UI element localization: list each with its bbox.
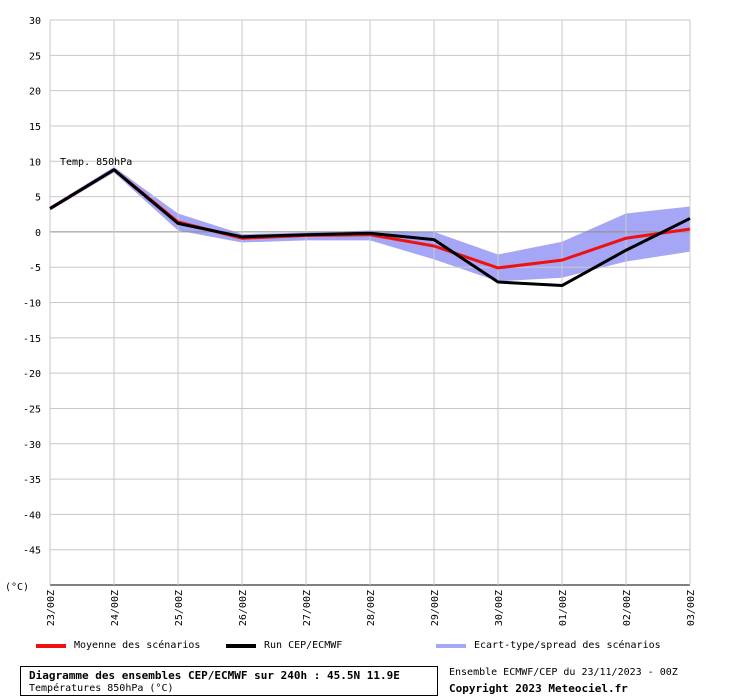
x-tick-label: 03/00Z (686, 590, 697, 626)
y-tick-label: -5 (29, 263, 41, 274)
x-tick-label: 26/00Z (238, 590, 249, 626)
footer-ensemble-date: Ensemble ECMWF/CEP du 23/11/2023 - 00Z (449, 667, 678, 678)
y-tick-label: -40 (23, 510, 41, 521)
x-tick-label: 29/00Z (430, 590, 441, 626)
x-tick-label: 01/00Z (558, 590, 569, 626)
footer-title-box: Diagramme des ensembles CEP/ECMWF sur 24… (20, 666, 438, 696)
y-tick-label: -35 (23, 475, 41, 486)
legend-label-spread: Ecart-type/spread des scénarios (474, 640, 661, 651)
legend-label-mean: Moyenne des scénarios (74, 640, 201, 651)
chart-legend: Moyenne des scénarios Run CEP/ECMWF Ecar… (0, 640, 740, 656)
legend-swatch-spread (436, 643, 466, 648)
legend-swatch-mean (36, 643, 66, 648)
spread-band (50, 166, 690, 282)
legend-item-spread: Ecart-type/spread des scénarios (436, 640, 661, 651)
y-tick-label: -45 (23, 546, 41, 557)
x-tick-label: 30/00Z (494, 590, 505, 626)
y-tick-label: 20 (29, 87, 41, 98)
y-tick-label: 10 (29, 157, 41, 168)
y-tick-label: 5 (35, 193, 41, 204)
legend-item-mean: Moyenne des scénarios (36, 640, 200, 651)
y-tick-label: 25 (29, 51, 41, 62)
footer-info: Ensemble ECMWF/CEP du 23/11/2023 - 00Z C… (449, 666, 737, 698)
footer-copyright: Copyright 2023 Meteociel.fr (449, 682, 628, 695)
y-unit-label: (°C) (5, 582, 29, 593)
y-tick-label: 15 (29, 122, 41, 133)
y-tick-label: -20 (23, 369, 41, 380)
legend-item-run: Run CEP/ECMWF (226, 640, 342, 651)
run-series-line (49, 168, 691, 288)
chart-plot: 30 25 20 15 10 5 0 -5 -10 -15 -20 -25 -30 -35 -40 -45 23… (5, 16, 697, 626)
x-tick-label: 23/00Z (46, 590, 57, 626)
y-tick-label: 0 (35, 228, 41, 239)
chart-annotation: Temp. 850hPa (60, 157, 132, 168)
x-tick-label: 24/00Z (110, 590, 121, 626)
y-tick-label: -25 (23, 404, 41, 415)
legend-label-run: Run CEP/ECMWF (264, 640, 343, 651)
x-tick-label: 27/00Z (302, 590, 313, 626)
x-tick-label: 25/00Z (174, 590, 185, 626)
x-tick-label: 02/00Z (622, 590, 633, 626)
footer-subtitle: Températures 850hPa (°C) (29, 683, 174, 694)
y-tick-label: 30 (29, 16, 41, 27)
y-tick-label: -15 (23, 334, 41, 345)
legend-swatch-run (226, 643, 256, 648)
y-tick-label: -10 (23, 299, 41, 310)
footer-title: Diagramme des ensembles CEP/ECMWF sur 24… (29, 669, 400, 682)
y-tick-label: -30 (23, 440, 41, 451)
x-tick-label: 28/00Z (366, 590, 377, 626)
